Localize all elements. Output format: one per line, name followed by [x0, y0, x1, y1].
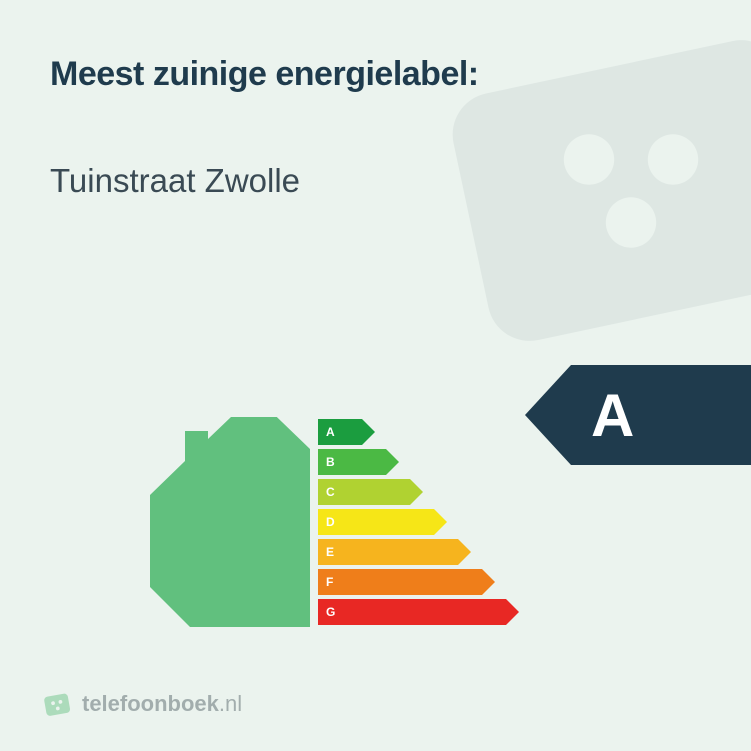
rating-letter: A — [591, 381, 634, 450]
energy-bar-label: E — [318, 539, 458, 565]
energy-bar-c: C — [318, 479, 519, 505]
energy-bar-label: B — [318, 449, 386, 475]
footer-text: telefoonboek.nl — [82, 691, 242, 717]
energy-bar-label: F — [318, 569, 482, 595]
footer-brand-tld: .nl — [219, 691, 242, 716]
energy-bar-b: B — [318, 449, 519, 475]
energy-bar-g: G — [318, 599, 519, 625]
energy-bars: ABCDEFG — [318, 419, 519, 629]
energy-bar-d: D — [318, 509, 519, 535]
energy-bar-label: G — [318, 599, 506, 625]
location-name: Tuinstraat Zwolle — [50, 162, 701, 200]
energy-bar-e: E — [318, 539, 519, 565]
rating-badge: A — [525, 365, 751, 465]
phonebook-icon — [40, 687, 75, 722]
footer-brand: telefoonboek.nl — [42, 689, 242, 719]
energy-bar-label: C — [318, 479, 410, 505]
energy-bar-label: D — [318, 509, 434, 535]
card: Meest zuinige energielabel: Tuinstraat Z… — [0, 0, 751, 751]
page-title: Meest zuinige energielabel: — [50, 55, 701, 94]
energy-bar-label: A — [318, 419, 362, 445]
footer-brand-name: telefoonboek — [82, 691, 219, 716]
house-icon — [150, 417, 310, 627]
energy-bar-a: A — [318, 419, 519, 445]
energy-bar-f: F — [318, 569, 519, 595]
